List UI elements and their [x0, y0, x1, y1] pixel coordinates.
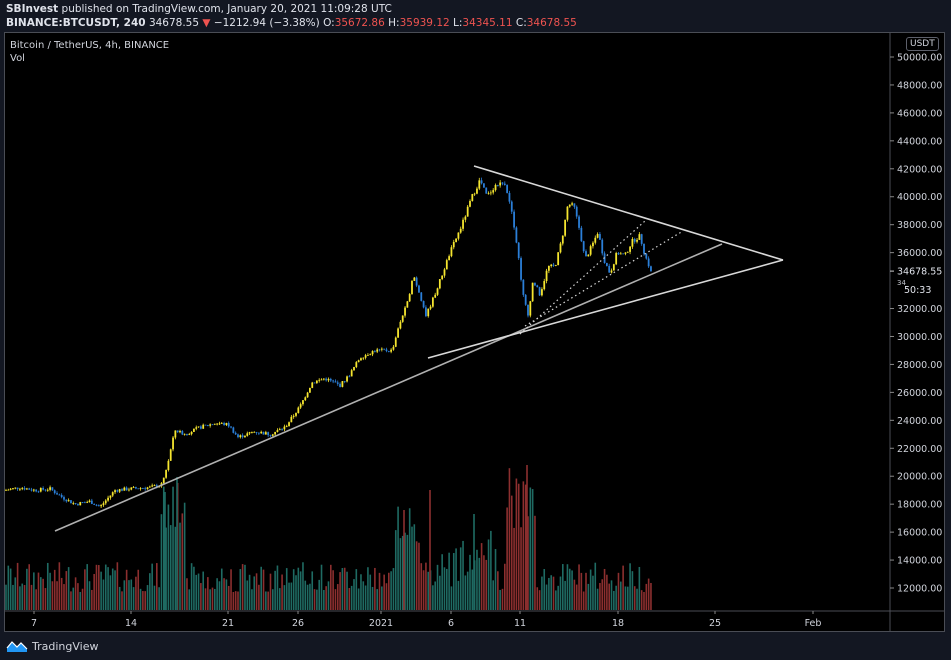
open-label: O: [323, 17, 335, 29]
dotted-trendline[interactable] [519, 220, 646, 335]
publish-text: published on TradingView.com, January 20… [61, 3, 392, 15]
time-tick-label: 14 [125, 618, 137, 629]
time-tick-label: 18 [612, 618, 624, 629]
high-label: H: [388, 17, 400, 29]
brand-name: TradingView [32, 639, 99, 653]
price-tick-label: 12000.00 [897, 584, 942, 595]
chart-legend: Bitcoin / TetherUS, 4h, BINANCE Vol [10, 39, 169, 65]
author-name[interactable]: SBInvest [6, 3, 59, 15]
open-value: 35672.86 [334, 17, 385, 29]
price-tick-label: 28000.00 [897, 360, 942, 371]
tradingview-logo[interactable]: TradingView [6, 639, 98, 653]
price-tick-label: 24000.00 [897, 416, 942, 427]
trendline[interactable] [427, 259, 784, 359]
low-value: 34345.11 [462, 17, 513, 29]
price-tick-label: 16000.00 [897, 528, 942, 539]
price-tick-label: 22000.00 [897, 444, 942, 455]
price-tick-label: 40000.00 [897, 192, 942, 203]
candles [5, 177, 652, 509]
price-axis[interactable]: 50000.00 48000.00 46000.00 44000.00 42000.00… [890, 53, 942, 595]
price-tick-label: 32000.00 [897, 304, 942, 315]
close-label: C: [515, 17, 527, 29]
price-tick-label: 48000.00 [897, 80, 942, 91]
low-label: L: [453, 17, 463, 29]
trendline[interactable] [473, 165, 784, 261]
price-tick-label: 44000.00 [897, 136, 942, 147]
time-tick-label: 26 [292, 618, 304, 629]
down-arrow-icon: ▼ [202, 17, 211, 29]
price-tick-label: 14000.00 [897, 556, 942, 567]
price-tick-label: 46000.00 [897, 108, 942, 119]
price-tick-label: 18000.00 [897, 500, 942, 511]
price-tick-label: 20000.00 [897, 472, 942, 483]
tradingview-logo-icon [6, 641, 28, 652]
time-tick-label: 21 [222, 618, 234, 629]
time-axis[interactable]: 7 14 21 26 2021 6 11 18 25 Feb [31, 611, 821, 629]
symbol: BINANCE:BTCUSDT, 240 [6, 17, 146, 29]
partial-price-label: 34 [897, 279, 906, 287]
time-tick-label: 25 [709, 618, 721, 629]
bar-countdown: 50:33 [904, 285, 931, 296]
time-tick-label: 11 [514, 618, 526, 629]
price-change: −1212.94 (−3.38%) [213, 17, 320, 29]
time-tick-label: 7 [31, 618, 37, 629]
price-tick-label: 30000.00 [897, 332, 942, 343]
drawings[interactable] [54, 165, 784, 532]
currency-button[interactable]: USDT [906, 37, 939, 51]
time-tick-label: 6 [448, 618, 454, 629]
series-title: Bitcoin / TetherUS, 4h, BINANCE [10, 40, 170, 51]
symbol-info: BINANCE:BTCUSDT, 240 34678.55 ▼ −1212.94… [6, 17, 577, 29]
last-price: 34678.55 [148, 17, 200, 29]
time-tick-label: Feb [805, 618, 822, 629]
price-tick-label: 36000.00 [897, 248, 942, 259]
close-value: 34678.55 [526, 17, 577, 29]
price-tick-label: 50000.00 [897, 53, 942, 64]
time-tick-label: 2021 [369, 618, 393, 629]
trendline[interactable] [54, 243, 723, 532]
dotted-trendline[interactable] [524, 230, 684, 327]
price-tick-label: 38000.00 [897, 220, 942, 231]
last-price-label: 34678.55 [897, 267, 942, 278]
volume-bars [5, 465, 652, 610]
high-value: 35939.12 [399, 17, 450, 29]
price-tick-label: 42000.00 [897, 164, 942, 175]
volume-indicator-label[interactable]: Vol [10, 53, 25, 64]
publish-info: SBInvest published on TradingView.com, J… [6, 3, 392, 15]
price-tick-label: 26000.00 [897, 388, 942, 399]
